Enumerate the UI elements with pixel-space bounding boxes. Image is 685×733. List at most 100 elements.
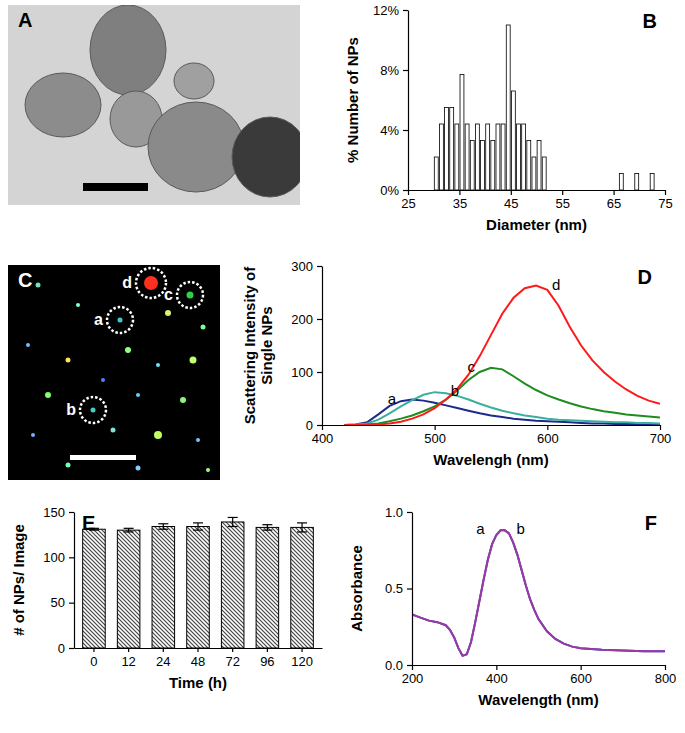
nanoparticle-spot bbox=[125, 347, 131, 353]
tick: 600 bbox=[570, 665, 592, 686]
tick-label: 600 bbox=[570, 671, 592, 686]
tick-label: 400 bbox=[312, 431, 334, 446]
x-axis: 25 35 45 55 65 75 bbox=[401, 190, 672, 211]
line-panel: ab2004006008000.00.51.0Wavelength (nm)Ab… bbox=[348, 505, 676, 708]
plot-area bbox=[412, 530, 665, 655]
tick-label: 500 bbox=[424, 431, 446, 446]
x-axis: 01224487296120 bbox=[75, 648, 323, 669]
nanoparticle-spot bbox=[36, 283, 41, 288]
plot-area bbox=[345, 286, 660, 425]
tick-mark bbox=[459, 190, 460, 195]
tick-mark bbox=[317, 266, 322, 267]
tick: 25 bbox=[401, 190, 415, 211]
nanoparticle-spot bbox=[31, 433, 35, 437]
tick: 0.0 bbox=[385, 658, 412, 673]
error-cap bbox=[297, 522, 307, 523]
nanoparticle-spot bbox=[154, 431, 162, 439]
histogram-bar bbox=[635, 174, 639, 191]
tick: 12% bbox=[373, 3, 408, 18]
tick: 400 bbox=[486, 665, 508, 686]
axis-line bbox=[413, 665, 666, 666]
tick-label: 100 bbox=[291, 365, 313, 380]
tick-mark bbox=[93, 648, 94, 652]
nanoparticle-spot bbox=[66, 358, 71, 363]
tick-mark bbox=[435, 425, 436, 430]
tick: 35 bbox=[453, 190, 467, 211]
scale-bar bbox=[70, 455, 136, 460]
tick: 0 bbox=[306, 418, 322, 433]
tick: 200 bbox=[402, 665, 424, 686]
y-axis-title: Single NPs bbox=[258, 306, 275, 384]
bar bbox=[221, 522, 244, 648]
nanoparticle-spot bbox=[156, 363, 160, 367]
nanoparticle-spot bbox=[118, 318, 123, 323]
nanoparticle-spot bbox=[180, 397, 186, 403]
series-label: b bbox=[517, 520, 525, 537]
nanoparticle-spot bbox=[206, 468, 210, 472]
nanoparticle-spot bbox=[45, 392, 51, 398]
histogram-bar bbox=[537, 141, 541, 191]
histogram-bar bbox=[506, 25, 510, 190]
y-axis: 0.00.51.0 bbox=[385, 505, 413, 673]
histogram-bar bbox=[532, 157, 536, 190]
annotation: c bbox=[164, 286, 173, 303]
nanoparticle-spot bbox=[101, 378, 105, 382]
tick-mark bbox=[660, 425, 661, 430]
tick: 48 bbox=[191, 648, 205, 669]
y-axis: 050100150 bbox=[43, 505, 74, 656]
axis-line bbox=[409, 190, 666, 191]
tick: 45 bbox=[504, 190, 518, 211]
histogram-bar bbox=[527, 141, 531, 191]
tick-mark bbox=[407, 588, 412, 589]
tick-mark bbox=[69, 557, 74, 558]
image-content bbox=[8, 265, 220, 480]
nanoparticle bbox=[174, 63, 214, 99]
nanoparticle bbox=[90, 5, 166, 95]
nanoparticle-spot bbox=[136, 393, 140, 397]
annotation: b bbox=[66, 401, 76, 418]
tick-mark bbox=[403, 190, 408, 191]
nanoparticle-spot bbox=[111, 428, 116, 433]
tick-label: 65 bbox=[607, 196, 621, 211]
histogram-bar bbox=[491, 141, 495, 191]
tick-mark bbox=[581, 665, 582, 670]
histogram-bar bbox=[619, 174, 623, 191]
tick-label: 200 bbox=[402, 671, 424, 686]
tick: 0% bbox=[380, 183, 408, 198]
annotation: d bbox=[122, 274, 132, 291]
histogram-bar bbox=[481, 141, 485, 191]
tick-label: 35 bbox=[453, 196, 467, 211]
nanoparticle-spot bbox=[144, 276, 158, 290]
tick: 50 bbox=[51, 595, 74, 610]
bar bbox=[291, 527, 314, 648]
histogram-bar bbox=[465, 124, 469, 190]
axis-line bbox=[408, 11, 409, 191]
error-cap bbox=[158, 523, 168, 524]
histogram-bar bbox=[470, 141, 474, 191]
tick: 700 bbox=[650, 425, 672, 446]
tick-label: 48 bbox=[191, 654, 205, 669]
tick-mark bbox=[665, 190, 666, 195]
tick-mark bbox=[317, 425, 322, 426]
tick: 12 bbox=[121, 648, 135, 669]
tick-label: 400 bbox=[486, 671, 508, 686]
tick: 600 bbox=[537, 425, 559, 446]
tick: 0 bbox=[58, 641, 74, 656]
tick-label: 75 bbox=[658, 196, 672, 211]
tick: 100 bbox=[291, 365, 322, 380]
series-label: c bbox=[468, 358, 476, 375]
figure: A2535455565750%4%8%12%Diameter (nm)% Num… bbox=[0, 0, 685, 733]
error-cap bbox=[124, 531, 134, 532]
tick-mark bbox=[317, 319, 322, 320]
figure-container: A2535455565750%4%8%12%Diameter (nm)% Num… bbox=[0, 0, 685, 733]
tick: 150 bbox=[43, 505, 74, 520]
bar bbox=[117, 530, 140, 648]
tick-label: 0 bbox=[58, 641, 65, 656]
line-panel: abcd4005006007000100200300Wavelengh (nm)… bbox=[241, 259, 671, 468]
tick: 8% bbox=[380, 63, 408, 78]
highlight-circle bbox=[177, 282, 203, 308]
series-line bbox=[412, 530, 665, 655]
image-content bbox=[8, 5, 300, 205]
tick-label: 72 bbox=[225, 654, 239, 669]
tick-label: 55 bbox=[555, 196, 569, 211]
